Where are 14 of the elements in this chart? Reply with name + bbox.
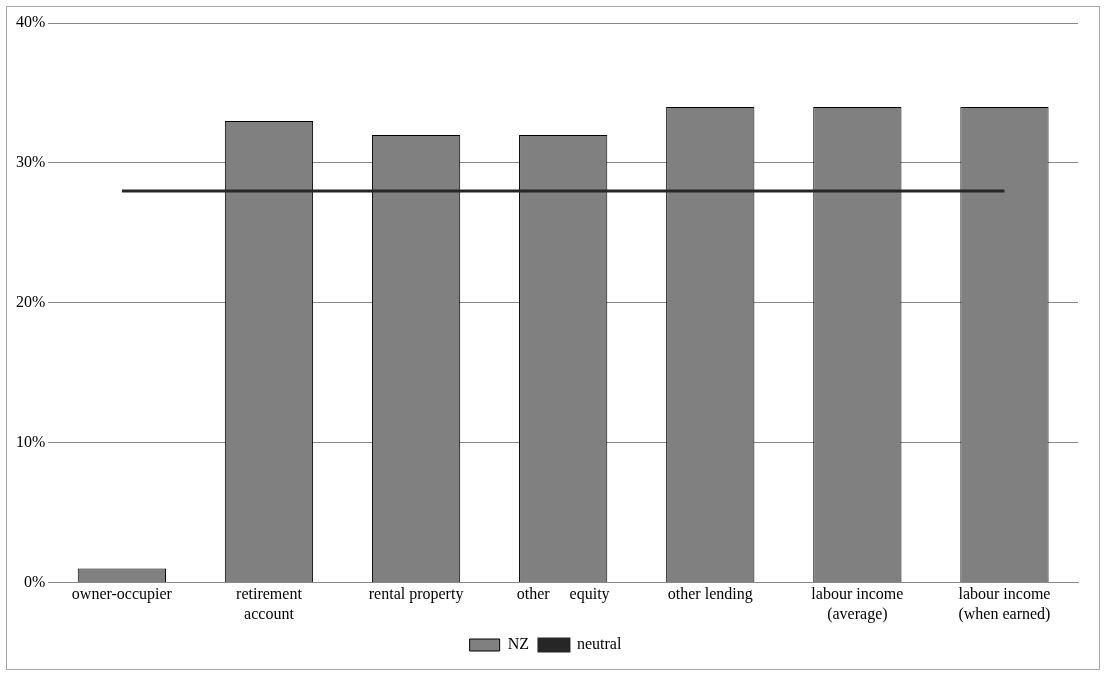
y-tick-label: 40% [16, 13, 46, 31]
legend-label: NZ [507, 635, 529, 653]
x-tick-label: rental property [368, 585, 464, 604]
x-tick-label: retirement account [236, 585, 303, 622]
y-tick-label: 0% [24, 572, 46, 590]
y-tick-label: 30% [16, 153, 46, 171]
y-tick-label: 10% [16, 432, 46, 450]
x-tick-label: other equity [516, 585, 610, 604]
x-tick-label: labour income (average) [811, 585, 904, 623]
x-tick-label: owner-occupier [71, 585, 173, 604]
y-tick-label: 20% [16, 293, 46, 310]
legend-label: neutral [576, 635, 622, 653]
x-tick-label: other lending [667, 585, 753, 604]
x-tick-label: labour income (when earned) [958, 585, 1051, 623]
